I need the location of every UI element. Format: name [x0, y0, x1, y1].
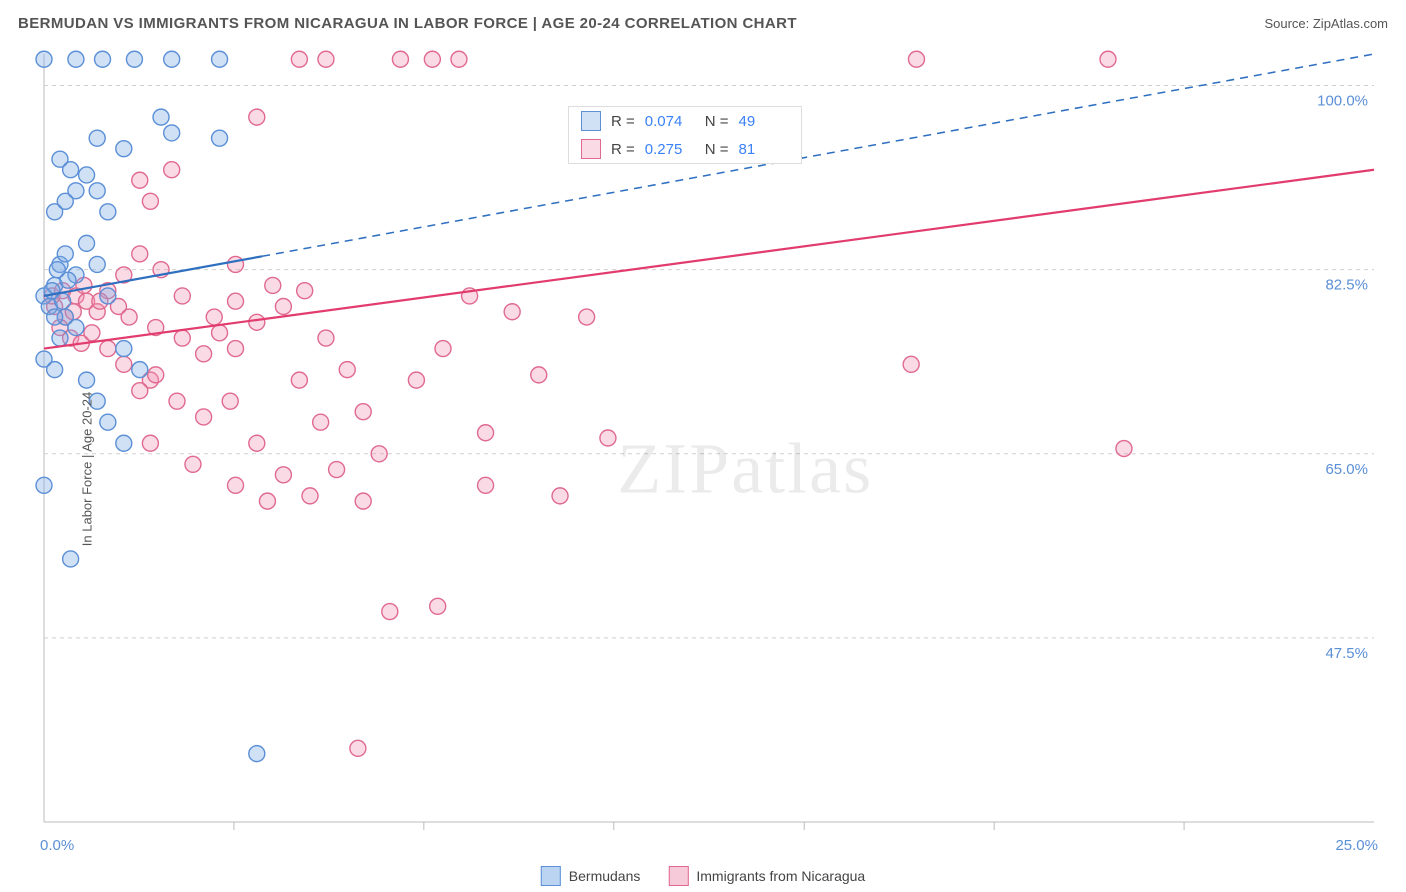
svg-text:25.0%: 25.0%: [1335, 837, 1378, 854]
svg-text:82.5%: 82.5%: [1325, 277, 1368, 294]
y-axis-label: In Labor Force | Age 20-24: [80, 392, 95, 546]
svg-text:65.0%: 65.0%: [1325, 461, 1368, 478]
scatter-plot: 47.5% 65.0% 82.5% 100.0% 0.0% 25.0%: [0, 46, 1406, 892]
legend-label: Immigrants from Nicaragua: [696, 868, 865, 884]
legend-swatch: [668, 866, 688, 886]
legend-label: Bermudans: [569, 868, 641, 884]
chart-legend: Bermudans Immigrants from Nicaragua: [541, 866, 865, 886]
chart-title: BERMUDAN VS IMMIGRANTS FROM NICARAGUA IN…: [18, 15, 797, 32]
svg-text:47.5%: 47.5%: [1325, 645, 1368, 662]
chart-header: BERMUDAN VS IMMIGRANTS FROM NICARAGUA IN…: [0, 0, 1406, 46]
chart-source: Source: ZipAtlas.com: [1264, 16, 1388, 31]
svg-text:0.0%: 0.0%: [40, 837, 74, 854]
svg-text:100.0%: 100.0%: [1317, 93, 1368, 110]
correlation-stats-box: R =0.074N =49R =0.275N =81: [568, 106, 802, 164]
legend-item-nicaragua: Immigrants from Nicaragua: [668, 866, 865, 886]
legend-swatch: [541, 866, 561, 886]
chart-area: In Labor Force | Age 20-24 ZIPatlas 47.5…: [0, 46, 1406, 892]
legend-item-bermudans: Bermudans: [541, 866, 641, 886]
